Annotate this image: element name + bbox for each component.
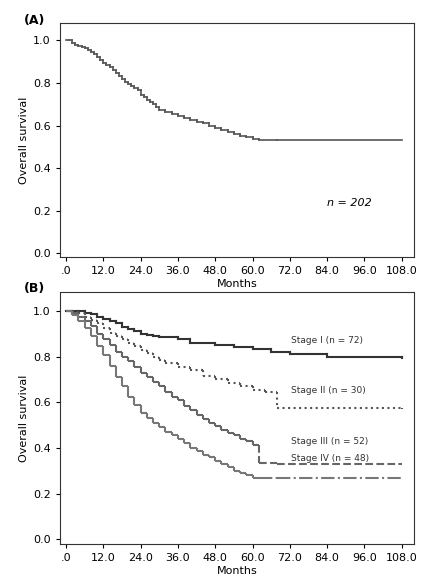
Text: Stage IV (n = 48): Stage IV (n = 48) xyxy=(291,454,368,463)
X-axis label: Months: Months xyxy=(216,566,257,576)
Text: (B): (B) xyxy=(24,283,46,295)
Text: Stage II (n = 30): Stage II (n = 30) xyxy=(291,386,365,395)
Text: n = 202: n = 202 xyxy=(326,198,371,208)
Y-axis label: Overall survival: Overall survival xyxy=(19,374,29,462)
Text: (A): (A) xyxy=(24,14,46,27)
X-axis label: Months: Months xyxy=(216,279,257,289)
Y-axis label: Overall survival: Overall survival xyxy=(19,97,29,184)
Text: Stage III (n = 52): Stage III (n = 52) xyxy=(291,436,368,446)
Text: Stage I (n = 72): Stage I (n = 72) xyxy=(291,336,363,345)
